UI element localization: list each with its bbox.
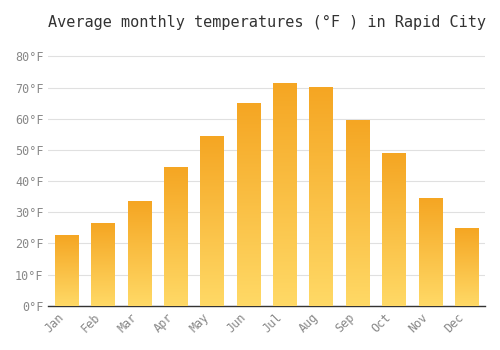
Title: Average monthly temperatures (°F ) in Rapid City: Average monthly temperatures (°F ) in Ra… <box>48 15 486 30</box>
